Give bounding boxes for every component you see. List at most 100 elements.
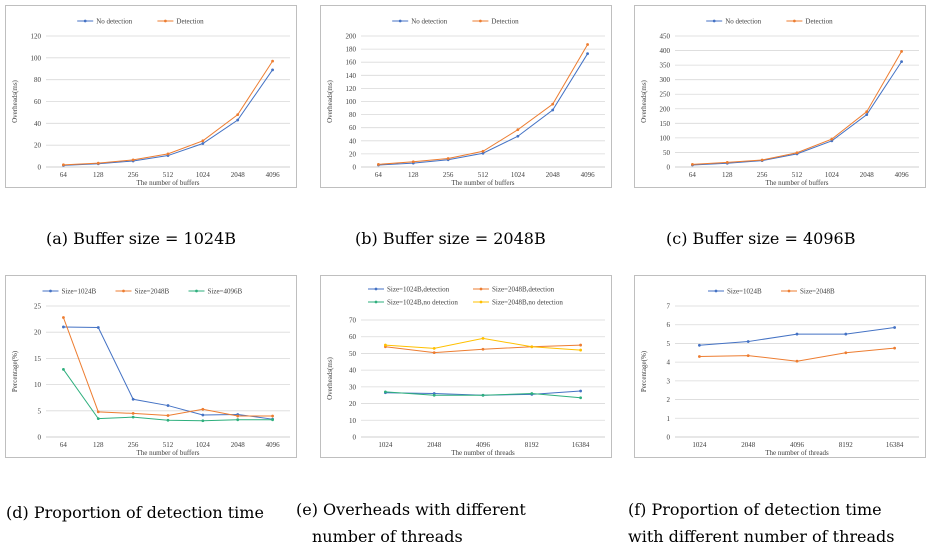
x-tick-label: 1024 <box>196 441 211 449</box>
data-point <box>893 326 896 329</box>
y-tick-label: 3 <box>667 377 671 385</box>
legend-marker <box>714 289 718 293</box>
y-axis-label: Overheads(ms) <box>326 356 334 399</box>
legend-label: Detection <box>805 18 833 26</box>
y-tick-label: 200 <box>660 105 671 113</box>
y-tick-label: 0 <box>667 164 671 172</box>
series-line <box>63 69 273 166</box>
legend-marker <box>164 19 167 23</box>
data-point <box>384 343 387 347</box>
chart-b: 0 20 40 60 80 100 120 140 160 180 200 64 128 256 512 10… <box>326 18 605 187</box>
x-tick-label: 256 <box>128 171 139 179</box>
data-point <box>830 137 834 141</box>
data-point <box>62 163 65 167</box>
data-point <box>62 316 65 319</box>
data-point <box>579 389 582 393</box>
legend-label: Size=1024B <box>62 288 97 296</box>
panel-f: 0 1 2 3 4 5 6 7 1024 2048 4096 8192 16384 The number … <box>634 275 926 458</box>
y-tick-label: 100 <box>31 54 42 62</box>
legend-marker <box>712 19 716 23</box>
y-axis-label: Percentage(%) <box>11 350 19 392</box>
data-point <box>579 348 582 352</box>
data-point <box>481 347 485 351</box>
caption-e-line2: number of threads <box>312 527 463 546</box>
x-tick-label: 1024 <box>511 171 526 179</box>
data-point <box>446 157 450 160</box>
caption-c: (c) Buffer size = 4096B <box>666 229 856 248</box>
data-point <box>432 393 436 397</box>
x-tick-label: 1024 <box>692 441 707 449</box>
legend-label: No detection <box>96 18 132 26</box>
y-axis-label: Percentage(%) <box>640 350 648 392</box>
legend-marker <box>398 19 402 23</box>
panel-d: 0 5 10 15 20 25 64 128 256 512 1024 2048 4096 The num… <box>5 275 297 458</box>
data-point <box>844 332 848 336</box>
data-point <box>481 149 485 153</box>
y-tick-label: 300 <box>660 76 671 84</box>
chart-c: 0 50 100 150 200 250 300 350 400 450 64 128 256 512 10… <box>640 18 919 187</box>
x-tick-label: 4096 <box>476 441 491 449</box>
x-tick-label: 512 <box>163 441 174 449</box>
data-point <box>746 354 750 357</box>
data-point <box>236 418 240 422</box>
y-tick-label: 30 <box>349 383 357 391</box>
data-point <box>844 351 848 355</box>
data-point <box>271 414 274 418</box>
data-point <box>900 60 903 64</box>
y-tick-label: 7 <box>667 303 671 311</box>
x-tick-label: 512 <box>478 171 489 179</box>
data-point <box>96 326 100 329</box>
data-point <box>236 118 240 122</box>
x-axis-label: The number of buffers <box>136 179 199 187</box>
data-point <box>384 390 387 394</box>
chart-d: 0 5 10 15 20 25 64 128 256 512 1024 2048 4096 The num… <box>11 288 290 457</box>
x-tick-label: 4096 <box>895 171 910 179</box>
data-point <box>166 418 170 422</box>
data-point <box>746 340 750 343</box>
x-axis-label: The number of threads <box>765 449 829 457</box>
legend-label: Size=1024B,no detection <box>387 299 458 307</box>
caption-b: (b) Buffer size = 2048B <box>355 229 546 248</box>
data-point <box>432 347 436 350</box>
x-tick-label: 64 <box>60 441 68 449</box>
legend-label: No detection <box>411 18 447 26</box>
y-tick-label: 0 <box>38 164 42 172</box>
y-tick-label: 25 <box>34 303 42 311</box>
y-tick-label: 80 <box>349 111 357 119</box>
legend-marker <box>793 19 796 23</box>
series-line <box>699 347 895 362</box>
data-point <box>62 325 65 329</box>
caption-f-line1: (f) Proportion of detection time <box>628 500 882 519</box>
y-tick-label: 5 <box>667 340 671 348</box>
data-point <box>201 419 205 423</box>
x-tick-label: 256 <box>128 441 139 449</box>
y-tick-label: 450 <box>660 33 671 41</box>
legend-label: Detection <box>491 18 519 26</box>
y-tick-label: 100 <box>346 98 357 106</box>
data-point <box>377 162 380 166</box>
x-tick-label: 1024 <box>378 441 393 449</box>
y-tick-label: 0 <box>667 434 671 442</box>
x-axis-label: The number of buffers <box>136 449 199 457</box>
panel-a: 0 20 40 60 80 100 120 64 128 256 512 1024 2048 4096 Th… <box>5 5 297 188</box>
x-tick-label: 512 <box>792 171 803 179</box>
chart-f: 0 1 2 3 4 5 6 7 1024 2048 4096 8192 16384 The number … <box>640 288 919 457</box>
series-line <box>699 327 895 346</box>
x-tick-label: 1024 <box>825 171 840 179</box>
panel-b: 0 20 40 60 80 100 120 140 160 180 200 64 128 256 512 10… <box>320 5 612 188</box>
data-point <box>96 410 100 414</box>
y-tick-label: 40 <box>349 137 357 145</box>
x-tick-label: 2048 <box>546 171 561 179</box>
legend-marker <box>479 300 483 304</box>
data-point <box>586 43 589 46</box>
y-tick-label: 140 <box>346 72 357 80</box>
data-point <box>795 332 799 336</box>
x-tick-label: 128 <box>93 441 104 449</box>
data-point <box>201 407 205 411</box>
x-tick-label: 128 <box>408 171 419 179</box>
y-tick-label: 160 <box>346 59 357 67</box>
data-point <box>760 158 764 162</box>
x-tick-label: 16384 <box>572 441 590 449</box>
data-point <box>900 50 903 53</box>
x-axis-label: The number of buffers <box>451 179 514 187</box>
